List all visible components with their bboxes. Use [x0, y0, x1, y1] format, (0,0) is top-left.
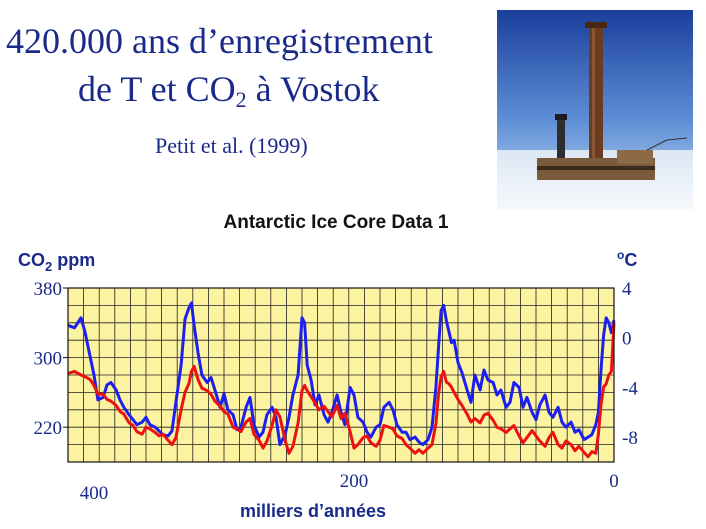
co2-axis-label-main: CO — [18, 250, 45, 270]
temperature-series-line — [67, 301, 616, 447]
title-line2-pre: de T et CO — [78, 69, 236, 109]
antarctic-ice-core-chart: Antarctic Ice Core Data 1 CO2 ppm oC 380… — [18, 212, 639, 521]
temperature-axis-label-main: C — [624, 250, 637, 270]
citation: Petit et al. (1999) — [155, 133, 308, 158]
plot-border — [67, 287, 615, 463]
slide-title-line2: de T et CO2 à Vostok — [78, 68, 379, 113]
tick-labels: 380 300 220 4 0 -4 -8 400 200 0 — [34, 279, 639, 504]
co2-tick-label: 300 — [34, 349, 63, 370]
temperature-tick-label: 0 — [622, 329, 632, 350]
co2-tick-label: 220 — [34, 418, 63, 439]
co2-axis-label: CO2 ppm — [18, 250, 95, 274]
chart-title: Antarctic Ice Core Data 1 — [224, 212, 449, 233]
title-line2-post: à Vostok — [246, 69, 380, 109]
co2-axis-label-unit: ppm — [52, 250, 95, 270]
co2-axis-label-subscript: 2 — [45, 259, 52, 274]
temperature-tick-label: -8 — [622, 428, 638, 449]
plot-area — [63, 287, 616, 463]
temperature-axis-label-superscript: o — [617, 248, 624, 262]
slide-title-line1: 420.000 ans d’enregistrement — [6, 21, 433, 61]
vostok-station-photo — [497, 10, 693, 210]
temperature-axis-label: oC — [617, 248, 637, 270]
x-axis-title: milliers d’années — [240, 501, 386, 521]
x-tick-label: 0 — [609, 471, 619, 492]
title-line2-subscript: 2 — [235, 87, 247, 112]
temperature-tick-label: 4 — [622, 279, 632, 300]
co2-tick-label: 380 — [34, 279, 63, 300]
x-tick-label: 200 — [340, 471, 369, 492]
temperature-tick-label: -4 — [622, 378, 638, 399]
co2-series-line — [67, 322, 616, 459]
x-tick-label: 400 — [80, 483, 109, 504]
